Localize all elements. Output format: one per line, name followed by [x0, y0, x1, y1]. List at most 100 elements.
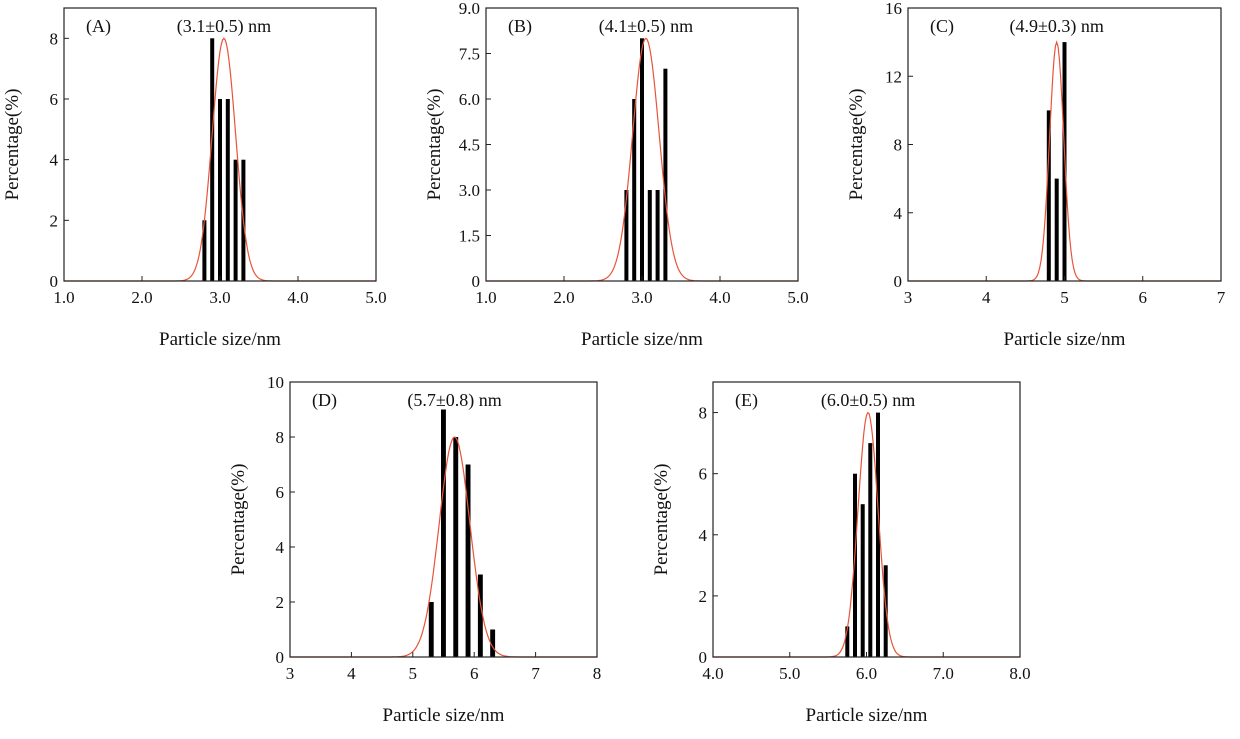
x-tick-label: 6 [1139, 288, 1148, 307]
histogram-bar [845, 626, 850, 657]
y-tick-label: 6 [699, 465, 708, 484]
histogram-bar [1054, 178, 1059, 281]
histogram-bar [233, 159, 238, 281]
y-tick-label: 2 [50, 211, 59, 230]
gaussian-fit-line [713, 411, 1020, 658]
mean-size-annotation: (5.7±0.8) nm [407, 390, 501, 411]
histogram-bar [465, 464, 471, 657]
panel-label: (D) [312, 390, 337, 411]
panel-label: (B) [508, 16, 532, 37]
y-tick-label: 4 [50, 151, 59, 170]
x-tick-label: 1.0 [475, 288, 496, 307]
histogram-bar [490, 629, 496, 657]
y-tick-label: 10 [267, 373, 284, 392]
histogram-bar [663, 68, 668, 281]
x-tick-label: 3.0 [209, 288, 230, 307]
y-tick-label: 0 [276, 648, 285, 667]
x-tick-label: 2.0 [131, 288, 152, 307]
histogram-bar [210, 38, 215, 281]
panel-label: (E) [735, 390, 758, 411]
x-tick-label: 4.0 [709, 288, 730, 307]
x-tick-label: 4 [982, 288, 991, 307]
x-tick-label: 3.0 [631, 288, 652, 307]
panel-label: (C) [930, 16, 954, 37]
x-tick-label: 1.0 [53, 288, 74, 307]
plot-frame [289, 381, 598, 658]
histogram-bar [853, 473, 857, 657]
y-tick-label: 0 [50, 272, 59, 291]
chart-panel: 3 4 5 6 7 0 4 8 12 16 Particle size/nm Percentage(%… [846, 0, 1226, 350]
x-axis-title: Particle size/nm [581, 329, 703, 350]
y-tick-label: 0 [699, 648, 708, 667]
chart-panel: 1.0 2.0 3.0 4.0 5.0 0 1.5 3.0 4.5 6.0 7.5 9.0 Partic… [424, 0, 809, 350]
x-tick-label: 7 [531, 664, 540, 683]
y-tick-label: 3.0 [459, 181, 480, 200]
chart-panel: 4.0 5.0 6.0 7.0 8.0 0 2 4 6 8 Particle size/nm Perc… [651, 381, 1031, 726]
y-tick-label: 4 [276, 538, 285, 557]
chart-panel: 3 4 5 6 7 8 0 2 4 6 8 10 Particle size/nm Percentage(… [228, 373, 601, 726]
y-tick-label: 0 [894, 272, 903, 291]
x-tick-label: 5.0 [787, 288, 808, 307]
x-tick-label: 5.0 [365, 288, 386, 307]
chart-panel: 1.0 2.0 3.0 4.0 5.0 0 2 4 6 8 Particle size/nm Perc… [2, 7, 387, 350]
x-tick-label: 5 [1060, 288, 1069, 307]
x-tick-label: 4.0 [287, 288, 308, 307]
mean-size-annotation: (6.0±0.5) nm [821, 390, 915, 411]
y-axis-title: Percentage(%) [846, 89, 867, 201]
panel-label: (A) [86, 16, 111, 37]
y-tick-label: 8 [276, 428, 285, 447]
x-tick-label: 4.0 [702, 664, 723, 683]
histogram-bar [883, 565, 888, 657]
x-tick-label: 6.0 [856, 664, 877, 683]
x-tick-label: 7 [1217, 288, 1226, 307]
y-tick-label: 2 [276, 593, 285, 612]
histogram-bar [876, 412, 880, 657]
x-tick-label: 3 [286, 664, 295, 683]
histogram-bar [624, 190, 629, 281]
y-tick-label: 9.0 [459, 0, 480, 18]
y-tick-label: 4 [699, 526, 708, 545]
x-tick-label: 6 [470, 664, 479, 683]
mean-size-annotation: (4.9±0.3) nm [1009, 16, 1103, 37]
x-tick-label: 7.0 [933, 664, 954, 683]
histogram-bar [453, 437, 459, 657]
y-tick-label: 16 [885, 0, 902, 18]
histogram-bar [225, 99, 230, 281]
y-axis-title: Percentage(%) [651, 464, 672, 576]
y-tick-label: 0 [472, 272, 481, 291]
x-axis-title: Particle size/nm [383, 705, 505, 726]
y-tick-label: 8 [894, 136, 903, 155]
x-tick-label: 5.0 [779, 664, 800, 683]
y-axis-title: Percentage(%) [228, 464, 249, 576]
y-tick-label: 2 [699, 587, 708, 606]
mean-size-annotation: (3.1±0.5) nm [177, 16, 271, 37]
y-tick-label: 4.5 [459, 136, 480, 155]
histogram-bar [647, 190, 652, 281]
y-tick-label: 7.5 [459, 45, 480, 64]
y-tick-label: 4 [894, 204, 903, 223]
y-tick-label: 6 [50, 90, 59, 109]
y-tick-label: 8 [50, 29, 59, 48]
y-tick-label: 1.5 [459, 227, 480, 246]
x-tick-label: 3 [904, 288, 913, 307]
x-tick-label: 4 [347, 664, 356, 683]
y-tick-label: 12 [885, 67, 902, 86]
histogram-bar [477, 574, 483, 657]
x-axis-title: Particle size/nm [1004, 329, 1126, 350]
y-tick-label: 6 [276, 483, 285, 502]
histogram-bar [441, 409, 446, 657]
x-tick-label: 8 [593, 664, 602, 683]
y-axis-title: Percentage(%) [424, 89, 445, 201]
histogram-bar [868, 443, 873, 657]
histogram-bar [428, 602, 434, 657]
y-tick-label: 8 [699, 404, 708, 423]
histogram-bar [640, 38, 644, 281]
x-tick-label: 5 [409, 664, 418, 683]
x-tick-label: 8.0 [1009, 664, 1030, 683]
histogram-bar [632, 99, 637, 281]
histogram-bar [218, 99, 222, 281]
histogram-bar [860, 504, 865, 657]
y-axis-title: Percentage(%) [2, 89, 23, 201]
histogram-bar [655, 190, 660, 281]
